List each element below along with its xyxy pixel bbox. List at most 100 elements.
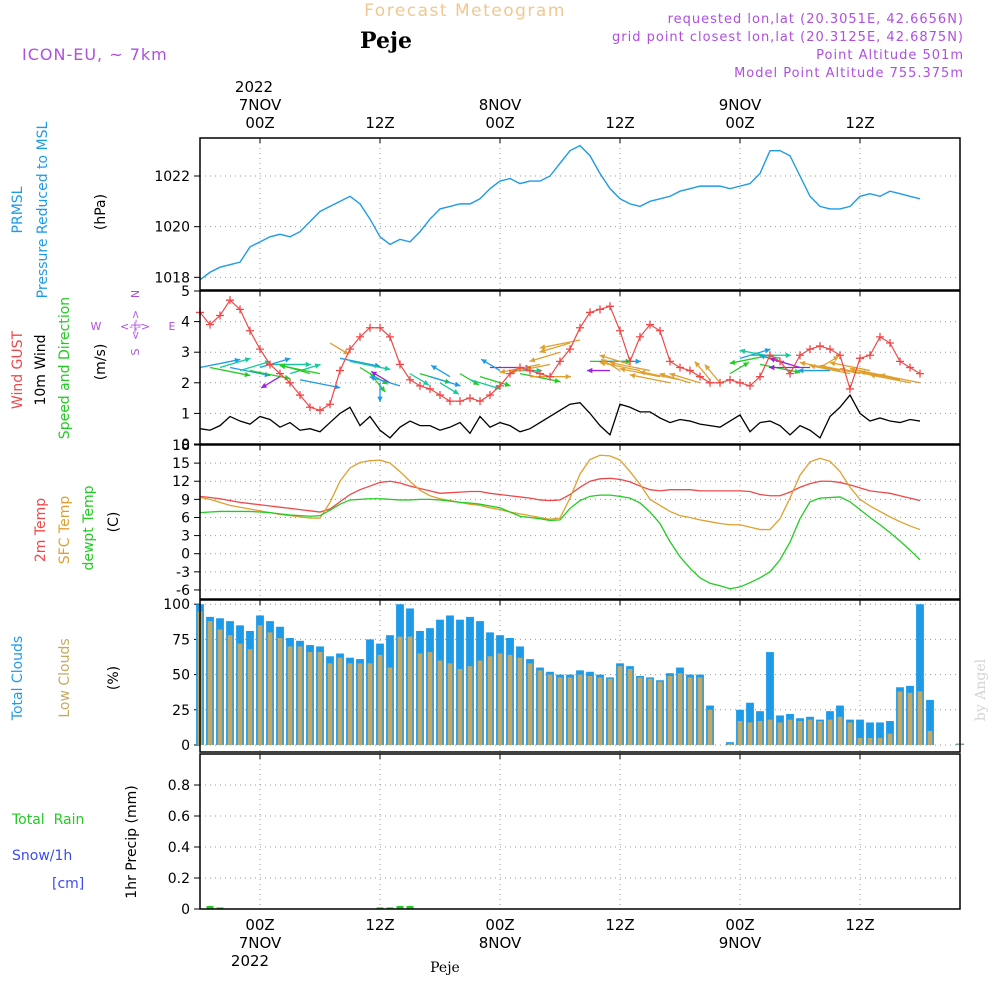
- gust-marker: [656, 326, 664, 335]
- credit-watermark: by Angel: [973, 658, 989, 721]
- low-cloud-bar: [337, 657, 343, 745]
- precip-ytick-label: 0.4: [168, 840, 190, 856]
- gust-marker: [406, 375, 414, 384]
- wind-vector-head: [794, 368, 801, 375]
- bottom-date-label: 7NOV: [239, 934, 282, 952]
- low-cloud-bar: [397, 636, 403, 745]
- wind-unit: (m/s): [93, 344, 109, 381]
- wind-vector-head: [764, 348, 771, 354]
- gust-marker: [566, 345, 574, 354]
- low-cloud-bar: [767, 719, 773, 745]
- precip-ytick-label: 0.8: [168, 778, 190, 794]
- low-cloud-bar: [417, 653, 423, 745]
- gust-marker: [506, 369, 514, 378]
- low-cloud-bar: [287, 646, 293, 745]
- low-cloud-bar: [827, 719, 833, 745]
- wind-vector: [829, 361, 871, 372]
- wind-vector-head: [244, 357, 251, 363]
- wind-vector: [629, 374, 671, 384]
- gust-marker: [226, 296, 234, 305]
- low-cloud-bar: [207, 621, 213, 745]
- gust-marker: [266, 360, 274, 369]
- wind-vector-head: [742, 362, 749, 368]
- low-cloud-bar: [657, 681, 663, 745]
- low-cloud-bar: [557, 677, 563, 745]
- low-cloud-bar: [917, 691, 923, 745]
- wind-vector-head: [279, 363, 286, 370]
- gust-marker: [846, 384, 854, 393]
- clouds-unit: (%): [106, 666, 122, 690]
- model-label: ICON-EU, ~ 7km: [22, 45, 168, 64]
- top-hour-label: 12Z: [365, 114, 394, 132]
- low-cloud-bar: [647, 678, 653, 745]
- compass-s: S: [129, 348, 142, 355]
- wind-vector-head: [305, 361, 311, 368]
- wind-vector-head: [539, 344, 546, 350]
- wind-vector-head: [284, 357, 291, 363]
- low-cloud-bar: [277, 638, 283, 745]
- wind-vector-head: [536, 367, 542, 374]
- wind-vector-head: [244, 371, 251, 378]
- bottom-year: 2022: [231, 952, 269, 970]
- gust-marker: [216, 311, 224, 320]
- low-cloud-bar: [237, 643, 243, 745]
- pressure-panel: 1018 1020 1022: [154, 137, 961, 291]
- gust-marker: [916, 369, 924, 378]
- temp-ytick-label: 12: [172, 474, 190, 490]
- low-cloud-bar: [497, 653, 503, 745]
- pressure-line: [199, 144, 921, 281]
- wind-vector-head: [785, 352, 791, 358]
- gust-marker: [726, 375, 734, 384]
- low-cloud-bar: [887, 733, 893, 745]
- gust-label: Wind GUST: [10, 330, 26, 409]
- low-cloud-bar: [867, 737, 873, 745]
- low-cloud-bar: [727, 743, 733, 745]
- low-cloud-bar: [897, 691, 903, 745]
- low-cloud-bar: [807, 719, 813, 745]
- gust-marker: [246, 326, 254, 335]
- clouds-ytick-label: 25: [172, 703, 190, 719]
- rain-bar: [406, 905, 414, 909]
- low-cloud-bar: [487, 656, 493, 745]
- gust-marker: [616, 326, 624, 335]
- bottom-hour-label: 00Z: [725, 916, 754, 934]
- gust-marker: [456, 397, 464, 406]
- wind-vector: [799, 361, 841, 372]
- gust-marker: [786, 369, 794, 378]
- gust-marker: [316, 406, 324, 415]
- sfc-temp-line: [199, 454, 921, 531]
- gust-marker: [576, 323, 584, 332]
- low-cloud-bar: [787, 719, 793, 745]
- temp-ytick-label: 0: [181, 547, 190, 563]
- gust-line: [199, 299, 921, 411]
- dewpt-line: [199, 494, 921, 590]
- wind-panel: 0 1 2 3 4 5: [0, 0, 961, 453]
- wind-vector-head: [879, 373, 886, 379]
- temp-ytick-label: 3: [181, 529, 190, 545]
- low-cloud-bar: [297, 646, 303, 745]
- temp-frame: [199, 444, 961, 600]
- low-cloud-bar: [667, 676, 673, 745]
- low-cloud-bar: [357, 663, 363, 745]
- low-cloud-bar: [597, 677, 603, 745]
- wind-vector-head: [832, 356, 839, 362]
- wind-vector-head: [342, 349, 349, 355]
- low-cloud-bar: [637, 677, 643, 745]
- gust-marker: [596, 305, 604, 314]
- low-cloud-bar: [467, 666, 473, 745]
- wind-ytick-label: 4: [181, 315, 190, 331]
- gust-marker: [306, 403, 314, 412]
- low-cloud-bar: [907, 692, 913, 745]
- gust-marker: [816, 342, 824, 351]
- wind-label: 10m Wind: [33, 334, 49, 405]
- low-cloud-bar: [707, 709, 713, 745]
- low-cloud-bar: [457, 668, 463, 745]
- gust-marker: [626, 357, 634, 366]
- gust-marker: [296, 391, 304, 400]
- rain-label: Total Rain: [11, 812, 84, 828]
- low-cloud-bar: [617, 666, 623, 745]
- low-cloud-bar: [327, 663, 333, 745]
- wind-vector-head: [499, 368, 506, 375]
- gust-marker: [436, 391, 444, 400]
